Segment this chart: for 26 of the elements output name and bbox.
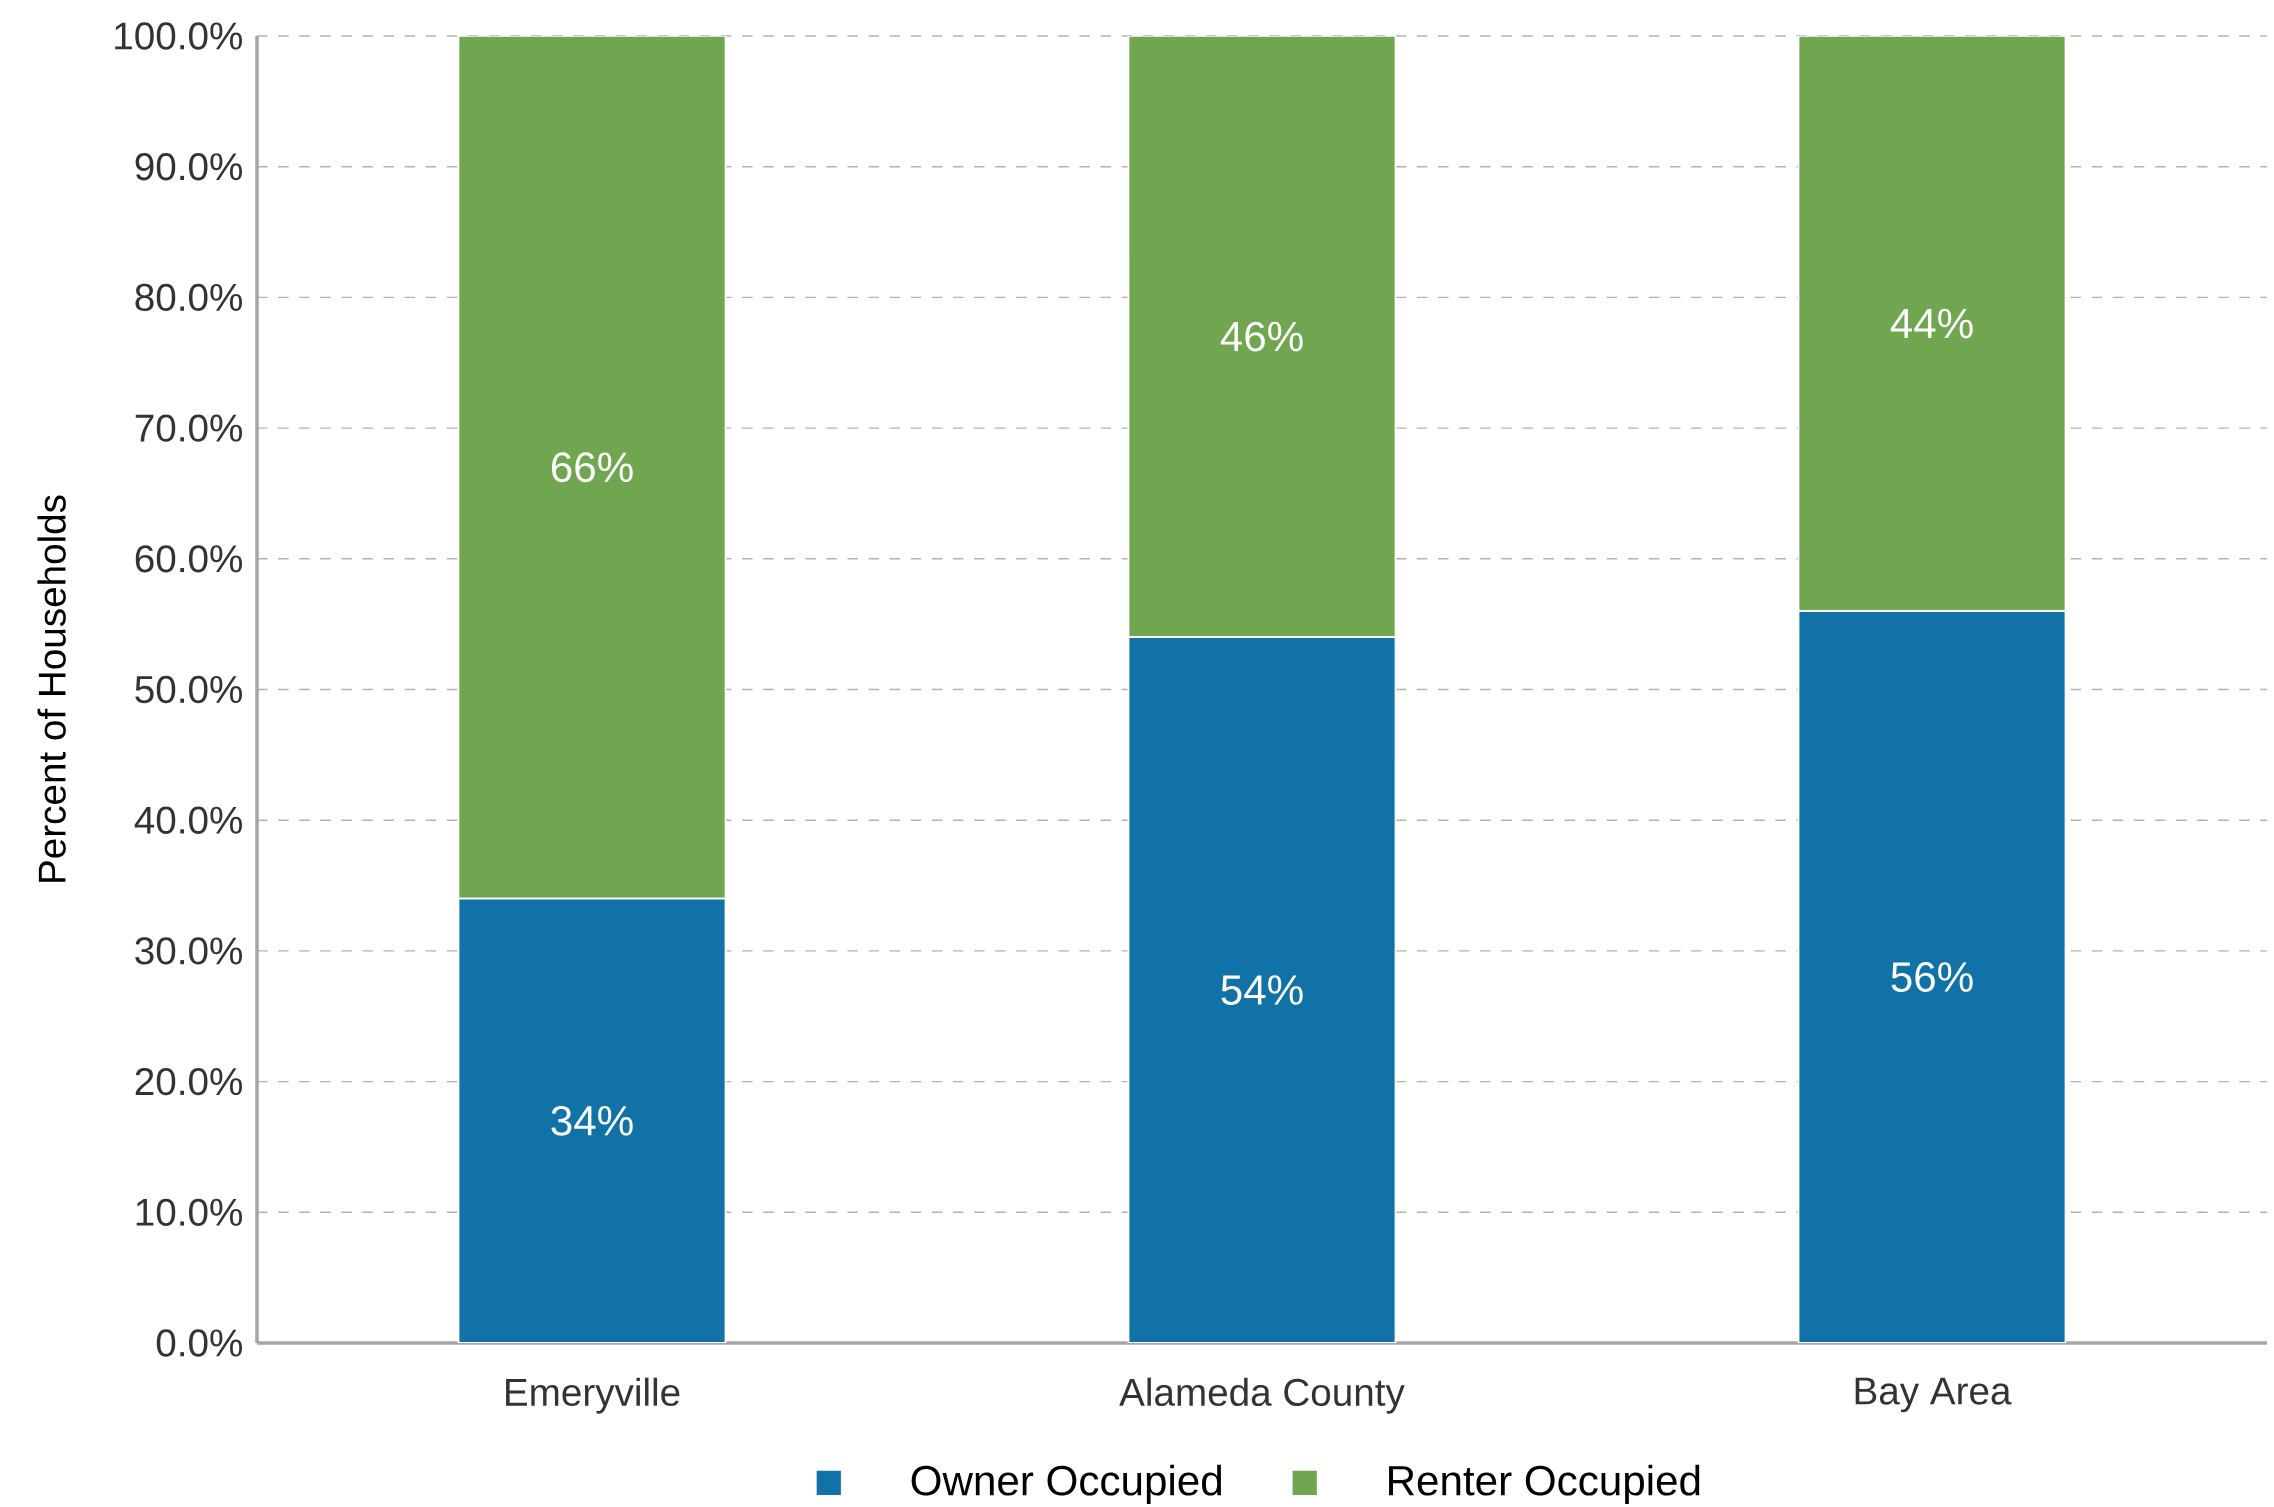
data-label: 34%: [551, 1105, 633, 1136]
y-tick-label: 70.0%: [135, 414, 242, 442]
x-tick-label: Alameda County: [1119, 1377, 1405, 1414]
y-axis-title: Percent of Households: [37, 495, 66, 882]
y-tick-label: 50.0%: [135, 675, 242, 704]
y-tick-label: 10.0%: [136, 1198, 242, 1226]
y-tick-label: 20.0%: [135, 1067, 242, 1096]
x-tick-label: Bay Area: [1855, 1377, 2012, 1413]
x-tick-label: Emeryville: [506, 1377, 680, 1414]
y-tick-label: 90.0%: [135, 153, 242, 181]
legend-label: Owner Occupied: [911, 1464, 1221, 1504]
y-tick-label: 0.0%: [156, 1329, 242, 1357]
y-tick-label: 40.0%: [134, 806, 242, 834]
data-label: 56%: [1891, 962, 1973, 992]
bar: [1127, 636, 1397, 1343]
bar: [1797, 610, 2067, 1343]
y-tick-label: 60.0%: [135, 545, 242, 573]
data-label: 46%: [1220, 321, 1303, 352]
bar: [457, 897, 727, 1343]
y-tick-label: 80.0%: [135, 283, 242, 312]
data-label: 54%: [1221, 975, 1303, 1005]
data-label: 44%: [1890, 308, 1973, 339]
legend-label: Renter Occupied: [1389, 1464, 1700, 1504]
y-tick-label: 30.0%: [135, 937, 242, 965]
data-label: 66%: [551, 452, 633, 483]
y-tick-label: 100.0%: [115, 22, 242, 50]
